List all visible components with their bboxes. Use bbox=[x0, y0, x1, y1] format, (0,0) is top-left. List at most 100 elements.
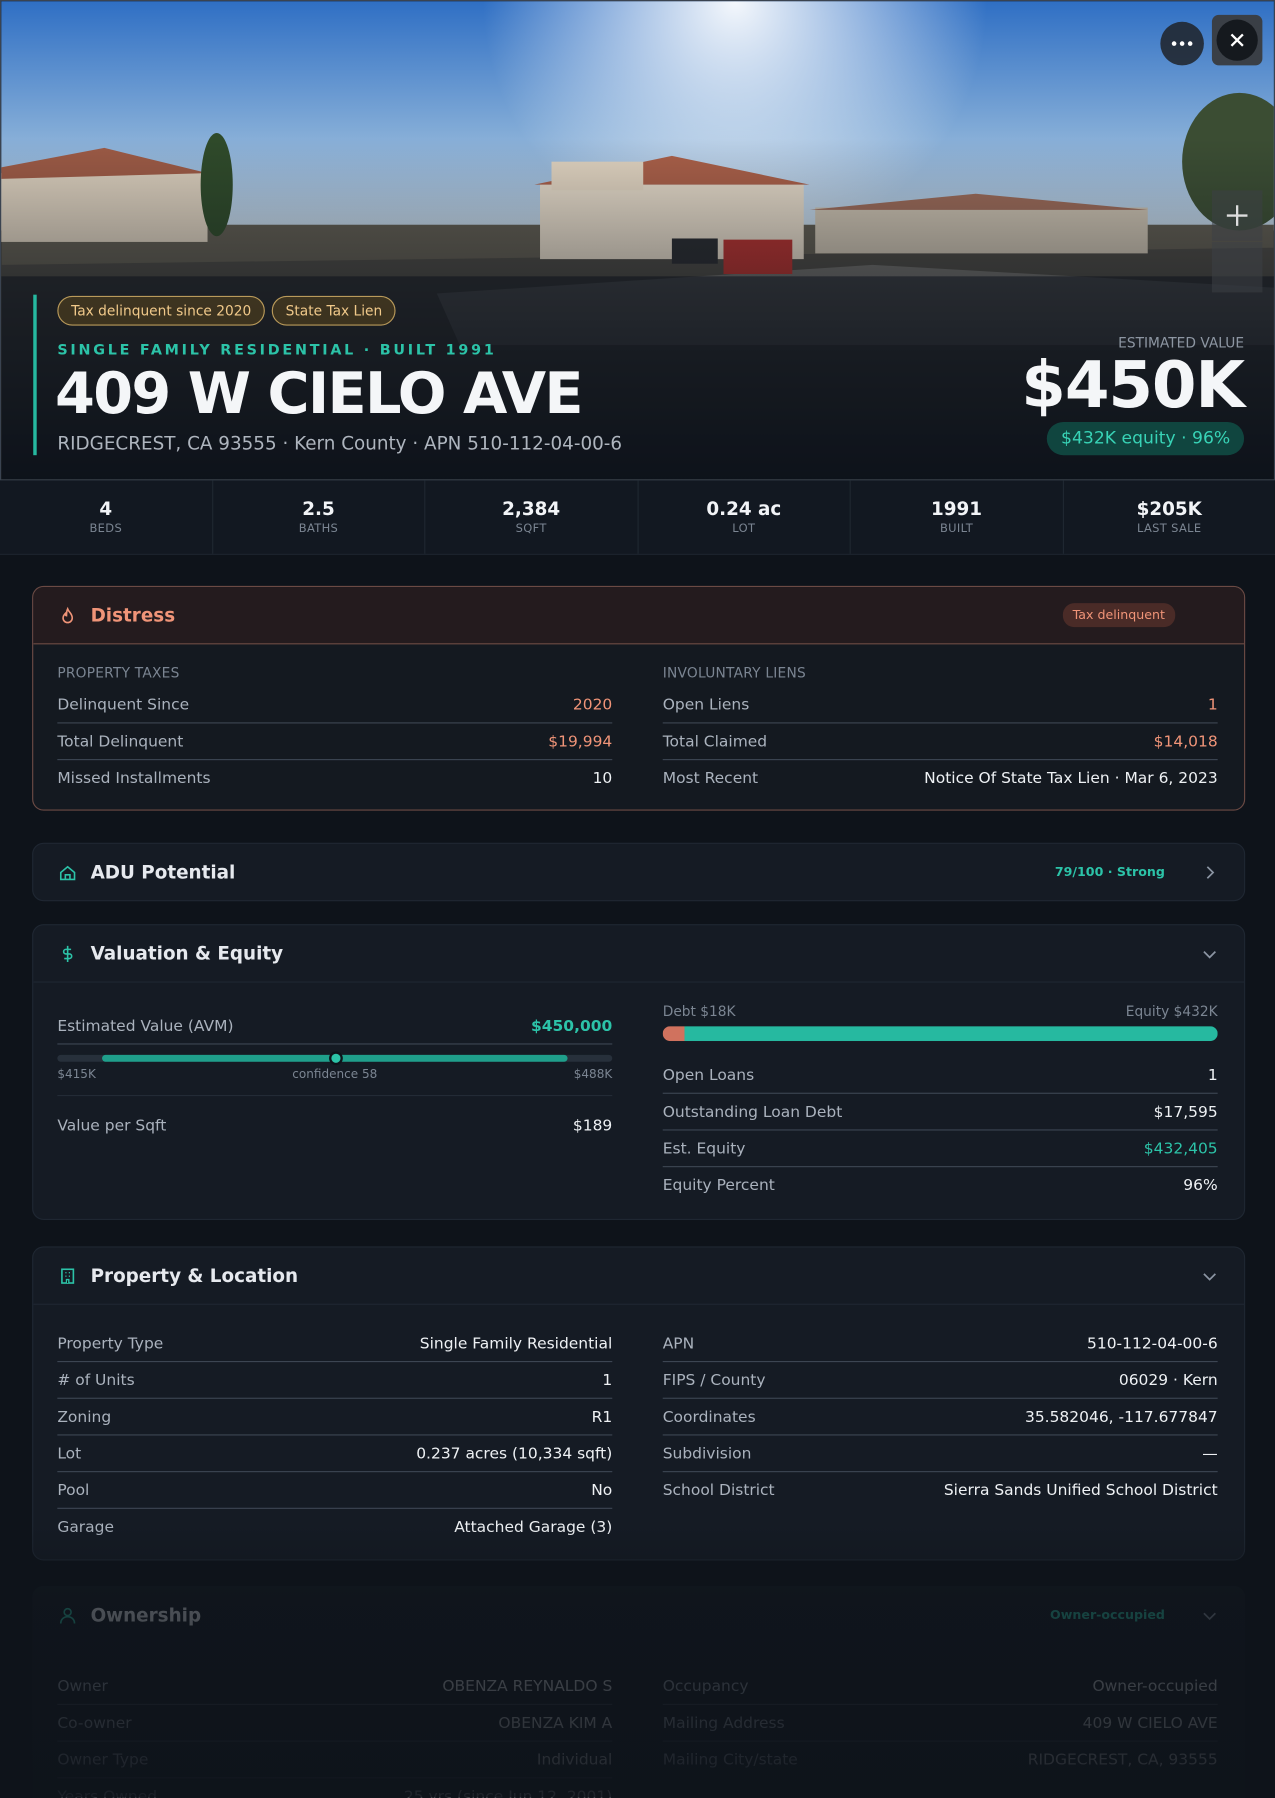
row-value: 1 bbox=[1207, 1065, 1218, 1085]
detail-row: # of Units 1 bbox=[57, 1362, 613, 1399]
detail-row: Coordinates 35.582046, -117.677847 bbox=[662, 1399, 1218, 1436]
chevron bbox=[1200, 1266, 1218, 1284]
card-title: Ownership bbox=[90, 1604, 202, 1626]
card-header[interactable]: Ownership Owner-occupied bbox=[33, 1587, 1244, 1643]
chevron-svg bbox=[1203, 1272, 1216, 1281]
detail-row: Delinquent Since 2020 bbox=[57, 687, 613, 724]
detail-row: Open Loans 1 bbox=[662, 1057, 1218, 1094]
column: Property Type Single Family Residential # … bbox=[57, 1325, 613, 1545]
row-value: Sierra Sands Unified School District bbox=[943, 1480, 1218, 1500]
detail-row: Mailing Address 409 W CIELO AVE bbox=[662, 1705, 1218, 1742]
chevron bbox=[1200, 944, 1218, 962]
detail-row: Total Claimed $14,018 bbox=[662, 723, 1218, 761]
detail-row: Zoning R1 bbox=[57, 1399, 613, 1436]
row-label: Open Liens bbox=[662, 695, 750, 714]
row-label: Outstanding Loan Debt bbox=[662, 1102, 843, 1121]
stat: 4 BEDS bbox=[0, 480, 213, 554]
stat: 0.24 ac LOT bbox=[638, 480, 851, 554]
card-header[interactable]: Valuation & Equity bbox=[33, 925, 1245, 983]
row-value: Notice Of State Tax Lien · Mar 6, 2023 bbox=[924, 768, 1218, 788]
card-header[interactable]: ADU Potential 79/100 · Strong bbox=[33, 844, 1244, 900]
row-label: Owner Type bbox=[57, 1750, 149, 1769]
detail-row: Value per Sqft $189 bbox=[57, 1108, 612, 1144]
row-value: 25 yrs (since Jun 12, 2001) bbox=[403, 1786, 613, 1798]
stat-label: BATHS bbox=[298, 522, 339, 536]
chevron-svg bbox=[1203, 1612, 1216, 1620]
card-title: ADU Potential bbox=[90, 861, 236, 883]
row-label: Est. Equity bbox=[662, 1139, 746, 1158]
row-label: FIPS / County bbox=[662, 1370, 766, 1390]
card-header[interactable]: Distress Tax delinquent undefined bbox=[33, 587, 1245, 645]
card-body: Owner OBENZA REYNALDO S Co-owner OBENZA KIM… bbox=[33, 1643, 1244, 1798]
adu-card: ADU Potential 79/100 · Strong bbox=[32, 842, 1246, 902]
status-pill: Tax delinquent bbox=[1062, 603, 1176, 628]
row-value: 1 bbox=[602, 1370, 613, 1390]
debt-segment bbox=[662, 1026, 685, 1042]
detail-row: Mailing City/state RIDGECREST, CA, 93555 bbox=[663, 1742, 1218, 1778]
row-label: Years Owned bbox=[57, 1786, 158, 1798]
card-header[interactable]: Property & Location bbox=[33, 1247, 1245, 1305]
row-label: Occupancy bbox=[662, 1676, 749, 1696]
row-value: Single Family Residential bbox=[419, 1334, 613, 1353]
more-icon bbox=[1171, 41, 1193, 46]
badge-list: Tax delinquent since 2020 State Tax Lien bbox=[57, 295, 403, 326]
estimated-value: $450K bbox=[1021, 348, 1245, 424]
row-value: 96% bbox=[1183, 1175, 1218, 1195]
section-heading: PROPERTY TAXES bbox=[57, 665, 180, 682]
equity-label: Equity $432K bbox=[1125, 1003, 1218, 1020]
stats-bar: 4 BEDS 2.5 BATHS 2,384 SQFT 0.24 ac LOT 1991 BUIL… bbox=[0, 480, 1275, 555]
badge: State Tax Lien bbox=[271, 295, 396, 326]
close-button[interactable] bbox=[1211, 14, 1263, 66]
row-label: Total Delinquent bbox=[57, 732, 184, 751]
detail-row: Pool No bbox=[57, 1472, 613, 1509]
chevron-svg bbox=[1206, 865, 1215, 879]
range-track bbox=[57, 1051, 613, 1066]
zoom-out-button[interactable] bbox=[1211, 241, 1263, 293]
row-value: No bbox=[591, 1480, 613, 1500]
detail-row: Open Liens 1 bbox=[662, 687, 1218, 724]
detail-row: Owner OBENZA REYNALDO S bbox=[57, 1668, 613, 1705]
value-label: ESTIMATED VALUE bbox=[1118, 334, 1245, 351]
row-value: Owner-occupied bbox=[1092, 1676, 1218, 1696]
row-label: APN bbox=[662, 1334, 695, 1353]
section-heading: INVOLUNTARY LIENS bbox=[662, 665, 806, 682]
column: Owner OBENZA REYNALDO S Co-owner OBENZA KIM… bbox=[57, 1668, 613, 1798]
badge: Tax delinquent since 2020 bbox=[57, 295, 266, 326]
more-button[interactable] bbox=[1160, 21, 1204, 66]
section-icon bbox=[58, 1606, 76, 1624]
hero: Tax delinquent since 2020 State Tax Lien … bbox=[0, 0, 1275, 481]
zoom-in-button[interactable] bbox=[1211, 190, 1263, 241]
subtitle: SINGLE FAMILY RESIDENTIAL · BUILT 1991 bbox=[57, 340, 497, 358]
column: INVOLUNTARY LIENS Open Liens 1 Total Claime… bbox=[662, 665, 1218, 796]
equity-segment bbox=[684, 1026, 1218, 1042]
row-value: OBENZA KIM A bbox=[498, 1713, 613, 1732]
close-icon bbox=[1230, 33, 1244, 47]
section-icon-svg bbox=[61, 1267, 75, 1284]
detail-row: Garage Attached Garage (3) bbox=[57, 1509, 612, 1545]
detail-row: Est. Equity $432,405 bbox=[662, 1131, 1218, 1168]
detail-row: Subdivision — bbox=[662, 1436, 1218, 1473]
row-value: $14,018 bbox=[1153, 732, 1218, 751]
close-circle bbox=[1216, 19, 1258, 61]
row-label: Zoning bbox=[57, 1407, 112, 1426]
address: 409 W CIELO AVE bbox=[55, 360, 584, 427]
row-value: $17,595 bbox=[1153, 1102, 1218, 1121]
stat: 1991 BUILT bbox=[851, 480, 1064, 554]
row-value: $450,000 bbox=[530, 1016, 613, 1035]
row-label: School District bbox=[662, 1480, 775, 1500]
equity-badge: $432K equity · 96% bbox=[1047, 421, 1245, 456]
row-label: Total Claimed bbox=[662, 732, 768, 751]
detail-row: Equity Percent 96% bbox=[663, 1167, 1218, 1203]
detail-row: Outstanding Loan Debt $17,595 bbox=[662, 1094, 1218, 1131]
stat-label: BEDS bbox=[89, 522, 123, 536]
range-low: $415K bbox=[57, 1067, 96, 1082]
row-value: 1 bbox=[1207, 695, 1218, 714]
row-value: 2020 bbox=[572, 695, 613, 714]
street-photo bbox=[1, 1, 1274, 480]
row-label: # of Units bbox=[57, 1370, 135, 1390]
detail-row: Co-owner OBENZA KIM A bbox=[57, 1705, 613, 1742]
stat-label: SQFT bbox=[515, 522, 547, 536]
column: Occupancy Owner-occupied Mailing Address 40… bbox=[662, 1668, 1218, 1798]
section-icon-svg bbox=[59, 1607, 76, 1624]
